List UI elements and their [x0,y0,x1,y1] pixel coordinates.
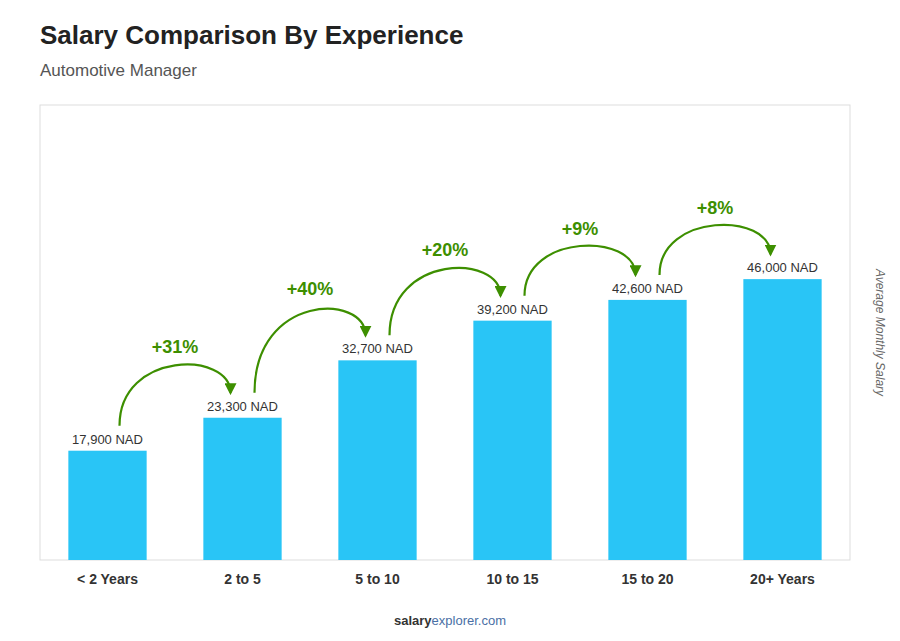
change-arc [255,309,366,393]
annotation: +9% [562,219,599,239]
x-tick-label: 20+ Years [750,571,815,587]
bars [68,279,821,560]
x-tick-label: 2 to 5 [224,571,261,587]
annotation: +31% [152,337,199,357]
footer-part: explorer.com [432,613,506,628]
change-arc [660,225,771,275]
bar [68,451,146,560]
data-label: 17,900 NAD [72,432,143,447]
y-axis-label: Average Monthly Salary [873,268,887,397]
subtitle: Automotive Manager [40,61,197,80]
chart-svg: Salary Comparison By Experience Automotiv… [0,0,900,641]
change-arc [390,268,501,335]
bar [743,279,821,560]
data-label: 32,700 NAD [342,341,413,356]
data-label: 42,600 NAD [612,281,683,296]
bar [473,321,551,560]
change-arc [120,364,231,425]
bar [338,360,416,560]
footer: salaryexplorer.com [394,613,506,628]
annotation: +8% [697,198,734,218]
footer-part: salary [394,613,432,628]
annotation: +40% [287,279,334,299]
bar [608,300,686,560]
x-tick-label: 15 to 20 [621,571,673,587]
x-tick-label: 10 to 15 [486,571,538,587]
annotation: +20% [422,240,469,260]
change-arc [525,246,636,296]
plot-frame [40,105,850,560]
x-tick-label: 5 to 10 [355,571,400,587]
data-label: 23,300 NAD [207,399,278,414]
bar [203,418,281,560]
data-label: 46,000 NAD [747,260,818,275]
title: Salary Comparison By Experience [40,20,463,50]
data-label: 39,200 NAD [477,302,548,317]
x-tick-label: < 2 Years [77,571,138,587]
